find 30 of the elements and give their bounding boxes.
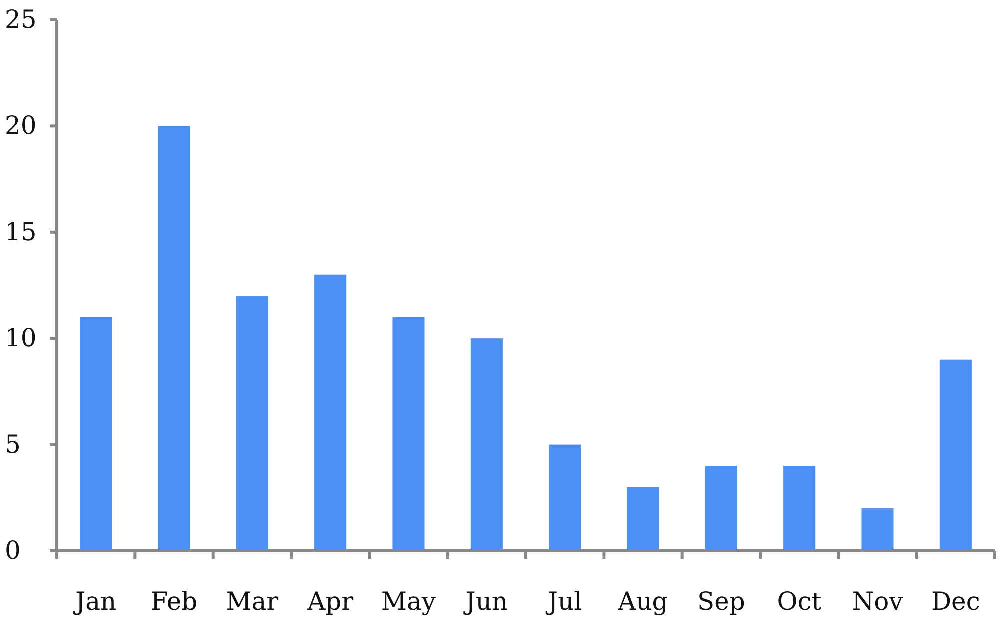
x-tick-label: Jun xyxy=(462,587,508,616)
y-tick-label: 10 xyxy=(5,324,37,353)
y-tick-label: 20 xyxy=(5,111,37,140)
bar xyxy=(784,466,816,551)
bar xyxy=(470,338,503,551)
x-tick-label: Jul xyxy=(545,587,582,616)
bar xyxy=(314,274,347,551)
bar xyxy=(549,444,582,551)
bar xyxy=(705,466,738,551)
bar xyxy=(236,296,268,551)
bar xyxy=(392,317,425,551)
y-tick-label: 15 xyxy=(5,217,37,246)
x-tick-label: Mar xyxy=(226,587,279,616)
bar xyxy=(80,317,112,551)
x-tick-label: Aug xyxy=(617,587,668,616)
y-tick-label: 25 xyxy=(5,5,37,34)
x-tick-label: Nov xyxy=(852,587,904,616)
x-tick-label: Feb xyxy=(150,587,198,616)
bar xyxy=(940,360,972,551)
x-tick-label: Oct xyxy=(777,587,822,616)
x-tick-label: Apr xyxy=(306,587,354,616)
y-tick-label: 0 xyxy=(5,536,21,565)
bar xyxy=(627,487,660,551)
bar xyxy=(158,126,190,551)
x-tick-label: Jan xyxy=(72,587,117,616)
x-tick-label: Sep xyxy=(697,587,746,616)
bar xyxy=(862,508,894,551)
x-tick-label: May xyxy=(381,587,437,616)
x-tick-label: Dec xyxy=(931,587,980,616)
y-tick-label: 5 xyxy=(5,430,21,459)
